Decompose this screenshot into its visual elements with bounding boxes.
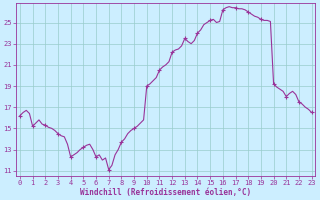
- X-axis label: Windchill (Refroidissement éolien,°C): Windchill (Refroidissement éolien,°C): [80, 188, 251, 197]
